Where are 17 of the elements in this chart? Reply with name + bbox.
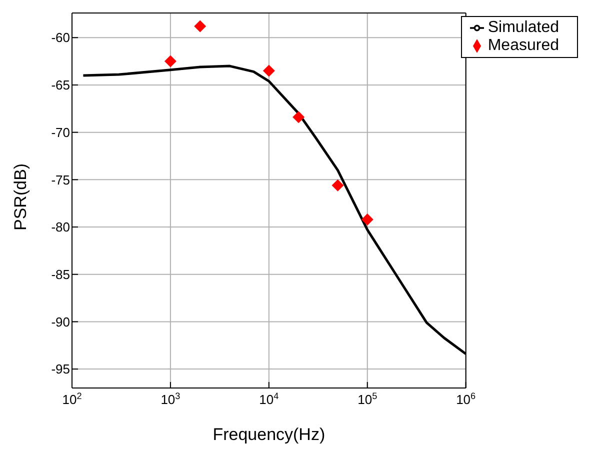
y-tick-label: -80: [51, 220, 70, 235]
y-tick-label: -70: [51, 124, 70, 140]
y-tick-label: -60: [51, 30, 70, 46]
x-tick-label: 10$^{4}$: [259, 391, 279, 407]
legend-label: Simulated: [488, 19, 559, 36]
legend-label: Measured: [488, 37, 559, 54]
y-tick-label: -90: [51, 314, 70, 330]
x-axis-title: Frequency(Hz): [212, 425, 326, 444]
y-tick-label: -65: [51, 78, 70, 93]
x-tick-label: 10$^{6}$: [456, 391, 476, 407]
y-axis-title: PSR(dB): [11, 163, 30, 230]
y-tick-label: -85: [51, 266, 70, 282]
x-tick-label: 10$^{3}$: [160, 391, 180, 407]
x-tick-label: 10$^{2}$: [62, 391, 82, 407]
x-tick-label: 10$^{5}$: [358, 391, 378, 407]
y-tick-label: -75: [51, 172, 70, 188]
y-tick-label: -95: [51, 362, 70, 377]
